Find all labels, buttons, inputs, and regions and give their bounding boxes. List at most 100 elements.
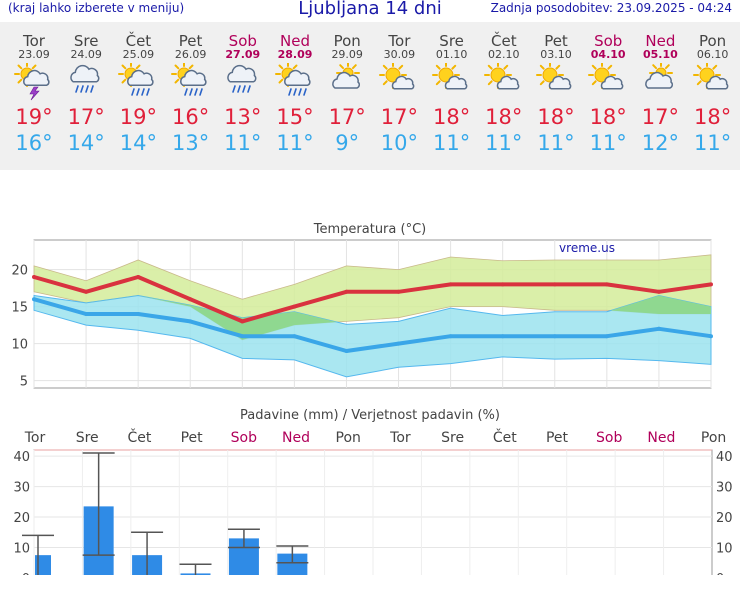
max-temperature-point [396,289,401,294]
day-date: 26.09 [174,48,207,61]
x-tick-label: Sre [441,430,464,446]
x-tick-label: Pon [336,430,361,446]
min-temperature-point [136,312,141,316]
y-tick-label-right: 30 [716,481,733,496]
x-tick-label: Tor [24,430,46,446]
day-column: Čet 02.10 18° 11° [478,22,530,155]
day-date: 28.09 [277,48,313,61]
day-date: 24.09 [70,48,102,61]
sun-cloud-icon-graphic [536,61,572,90]
min-temperature-point [84,312,89,316]
max-temperature: 17° [328,105,366,129]
sun-cloud-thunder-icon-graphic [14,61,50,101]
day-name: Sob [228,32,257,50]
y-tick-label: 0 [22,572,30,575]
daily-forecast-panel: Tor 23.09 19° 16° Sre 24.09 17° 14° Čet 25.09 19° 1… [0,22,740,170]
partly-cloudy-icon-graphic [645,61,674,89]
max-temperature-point [292,304,297,309]
max-temperature: 18° [432,105,471,129]
sun-cloud-icon [530,61,582,103]
x-tick-label: Sre [76,430,99,446]
day-name: Čet [491,32,517,50]
min-temperature-point [292,334,297,339]
min-temperature-point [448,334,453,339]
sun-cloud-rain-icon [269,61,321,103]
sun-cloud-rain-icon [112,61,164,103]
day-column: Ned 05.10 17° 12° [634,22,686,155]
day-name: Tor [388,32,411,50]
day-column: Pet 26.09 16° 13° [165,22,217,155]
cloud-rain-icon [217,63,269,103]
min-temperature: 14° [67,131,105,155]
y-tick-label: 20 [11,264,28,279]
day-date: 02.10 [488,48,520,61]
min-temperature: 9° [335,131,360,155]
day-name: Sre [73,32,99,50]
chart-title: Padavine (mm) / Verjetnost padavin (%) [240,408,500,423]
max-temperature: 13° [224,105,262,129]
max-temperature-point [500,282,505,287]
day-name: Pet [544,32,568,50]
day-name: Pon [333,32,361,50]
min-temperature-point [604,334,609,339]
day-column: Sre 01.10 18° 11° [426,22,478,155]
sun-cloud-icon [687,61,739,103]
day-name: Čet [125,32,152,50]
day-date: 05.10 [642,48,678,61]
min-temperature: 11° [693,131,732,155]
chart-title: Temperatura (°C) [313,222,426,237]
x-tick-label: Pet [181,430,204,446]
max-temperature-point [709,282,713,287]
max-temperature: 19° [119,105,157,129]
sun-cloud-icon [478,61,530,103]
sun-cloud-icon-graphic [588,61,624,90]
y-tick-label: 40 [13,450,30,465]
min-temperature: 11° [537,131,575,155]
min-temperature-point [709,334,713,339]
day-column: Čet 25.09 19° 14° [112,22,164,155]
last-updated: Zadnja posodobitev: 23.09.2025 - 04:24 [490,1,732,15]
day-name: Ned [645,32,676,50]
partly-cloudy-icon [321,61,373,103]
y-tick-label-right: 40 [716,450,733,465]
max-temperature: 17° [380,105,418,129]
sun-cloud-rain-icon-graphic [118,61,155,96]
max-temperature: 18° [485,105,523,129]
day-date: 30.09 [383,48,416,61]
page-header: (kraj lahko izberete v meniju) Ljubljana… [0,0,740,22]
location-menu-hint[interactable]: (kraj lahko izberete v meniju) [8,1,185,15]
min-temperature: 11° [589,131,627,155]
cloud-rain-icon [60,63,112,103]
max-temperature-point [552,282,557,287]
day-date: 27.09 [225,48,261,61]
y-tick-label: 15 [11,301,28,316]
day-column: Tor 30.09 17° 10° [373,22,425,155]
watermark: vreme.us [559,241,615,255]
day-name: Tor [23,32,45,50]
day-name: Pon [698,32,727,50]
max-temperature-point [448,282,453,287]
min-temperature: 10° [380,131,418,155]
max-temperature: 16° [171,105,210,129]
min-temperature-point [656,326,661,331]
max-temperature: 17° [641,105,679,129]
x-tick-label: Čet [127,428,151,446]
day-date: 06.10 [696,48,729,61]
min-temperature-point [344,349,349,353]
sun-cloud-icon-graphic [483,61,520,90]
sun-cloud-icon [582,61,634,103]
temperature-chart: Temperatura (°C) 5 10 15 20 vreme.us [11,222,713,390]
sun-cloud-rain-icon [165,61,217,103]
min-temperature: 13° [171,131,210,155]
day-column: Sre 24.09 17° 14° [60,22,112,155]
x-tick-label: Sob [596,430,622,446]
precipitation-bar [35,555,51,575]
day-name: Ned [280,32,310,50]
page-title: Ljubljana 14 dni [298,0,442,19]
day-date: 23.09 [18,48,50,61]
precipitation-chart: Padavine (mm) / Verjetnost padavin (%) To… [13,408,733,575]
max-temperature-point [240,319,245,324]
min-temperature-point [188,319,193,324]
day-column: Pet 03.10 18° 11° [530,22,582,155]
day-column: Pon 06.10 18° 11° [687,22,739,155]
